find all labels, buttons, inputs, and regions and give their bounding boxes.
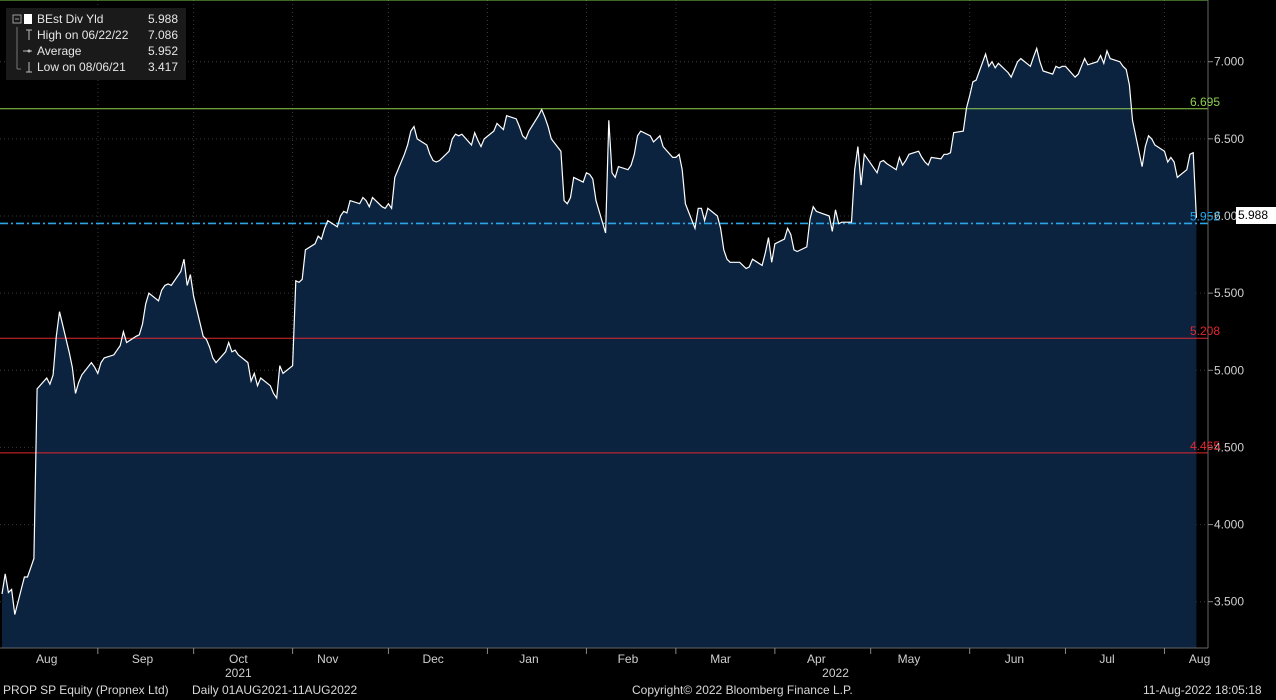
legend-series-name: BEst Div Yld — [37, 12, 104, 26]
x-tick-label-9: May — [898, 652, 921, 666]
y-tick-label-2: 4.500 — [1214, 440, 1244, 454]
x-tick-label-2: Oct — [229, 652, 248, 666]
legend-low-icon — [12, 59, 32, 75]
legend-low-value: 3.417 — [148, 60, 179, 74]
last-value-label: 5.988 — [1236, 207, 1276, 224]
legend-high-name: High on 06/22/22 — [37, 28, 129, 42]
x-tick-label-10: Jun — [1005, 652, 1024, 666]
legend-box: BEst Div Yld 5.988 High on 06/22/22 7.08… — [6, 8, 186, 80]
x-tick-label-12: Aug — [1189, 652, 1210, 666]
legend-row-low: Low on 08/06/21 3.417 — [6, 59, 186, 75]
y-tick-label-1: 4.000 — [1214, 518, 1244, 532]
yield-line — [1, 46, 1197, 615]
reference-label-3: 5.208 — [1190, 324, 1220, 338]
y-tick-label-7: 7.000 — [1214, 55, 1244, 69]
x-tick-label-11: Jul — [1099, 652, 1114, 666]
legend-average-icon — [12, 43, 32, 59]
legend-high-value: 7.086 — [148, 28, 179, 42]
x-tick-label-7: Mar — [710, 652, 731, 666]
legend-average-name: Average — [37, 44, 82, 58]
x-year-label-1: 2022 — [822, 666, 849, 680]
x-tick-label-4: Dec — [422, 652, 443, 666]
y-tick-label-4: 5.500 — [1214, 286, 1244, 300]
reference-label-4: 4.465 — [1190, 439, 1220, 453]
footer-range: Daily 01AUG2021-11AUG2022 — [192, 683, 358, 697]
y-tick-label-6: 6.500 — [1214, 132, 1244, 146]
x-year-label-0: 2021 — [225, 666, 252, 680]
x-tick-label-5: Jan — [519, 652, 538, 666]
footer-copyright: Copyright© 2022 Bloomberg Finance L.P. — [632, 683, 853, 697]
footer-timestamp: 11-Aug-2022 18:05:18 — [1143, 683, 1262, 697]
legend-average-value: 5.952 — [148, 44, 179, 58]
reference-label-1: 6.695 — [1190, 95, 1220, 109]
legend-square-icon — [12, 11, 32, 27]
reference-label-2: 5.952 — [1190, 209, 1220, 223]
legend-row-high: High on 06/22/22 7.086 — [6, 27, 186, 43]
x-tick-labels: Aug Sep Oct Nov Dec Jan Feb Mar Apr May Jun Jul Aug 2… — [36, 648, 1210, 680]
x-tick-label-1: Sep — [132, 652, 154, 666]
x-tick-label-3: Nov — [317, 652, 338, 666]
legend-row-average: Average 5.952 — [6, 43, 186, 59]
legend-low-name: Low on 08/06/21 — [37, 60, 126, 74]
x-tick-label-8: Apr — [807, 652, 826, 666]
footer-security: PROP SP Equity (Propnex Ltd) — [3, 683, 169, 697]
reference-labels: 6.695 5.952 5.208 4.465 — [1190, 95, 1220, 453]
x-tick-label-0: Aug — [36, 652, 57, 666]
legend-high-icon — [12, 27, 32, 43]
y-tick-label-0: 3.500 — [1214, 595, 1244, 609]
yield-area — [2, 48, 1197, 648]
legend-row-series: BEst Div Yld 5.988 — [6, 11, 186, 27]
x-tick-label-6: Feb — [618, 652, 639, 666]
reference-lines — [0, 0, 1208, 454]
legend-series-value: 5.988 — [148, 12, 179, 26]
y-tick-label-3: 5.000 — [1214, 363, 1244, 377]
